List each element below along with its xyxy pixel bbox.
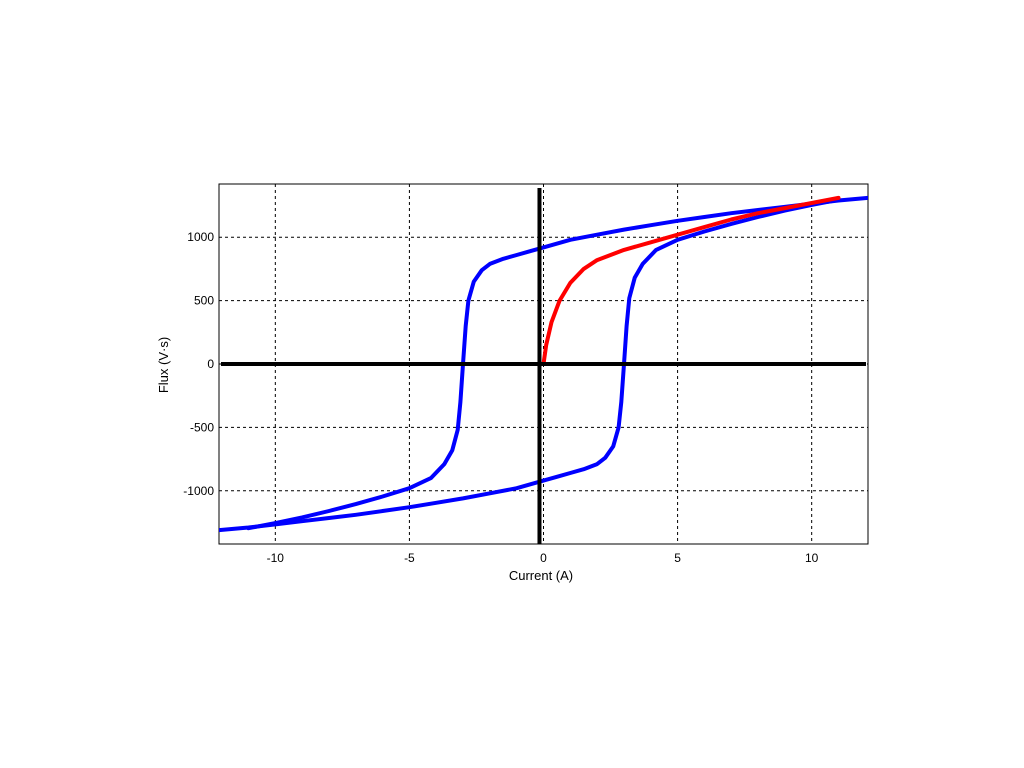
y-tick-label: 1000 xyxy=(187,230,214,244)
y-axis-label: Flux (V·s) xyxy=(156,337,171,393)
zero-axes xyxy=(221,188,866,544)
x-tick-label: 5 xyxy=(674,551,681,565)
x-tick-label: 0 xyxy=(540,551,547,565)
x-tick-label: -5 xyxy=(404,551,415,565)
y-tick-label: -500 xyxy=(190,420,214,434)
y-tick-label: -1000 xyxy=(183,484,214,498)
x-axis-label: Current (A) xyxy=(509,568,573,583)
hysteresis-ascending-line xyxy=(219,197,841,533)
hysteresis-descending-line xyxy=(246,195,868,531)
grid-lines xyxy=(219,184,868,544)
y-tick-label: 500 xyxy=(194,294,214,308)
x-tick-label: -10 xyxy=(267,551,285,565)
initial-magnetization-line xyxy=(541,195,841,366)
series-layer xyxy=(219,195,868,533)
x-tick-label: 10 xyxy=(805,551,819,565)
y-tick-label: 0 xyxy=(207,357,214,371)
tick-labels: -10 -5 0 5 10 -1000 -500 0 500 1000 xyxy=(183,230,818,565)
